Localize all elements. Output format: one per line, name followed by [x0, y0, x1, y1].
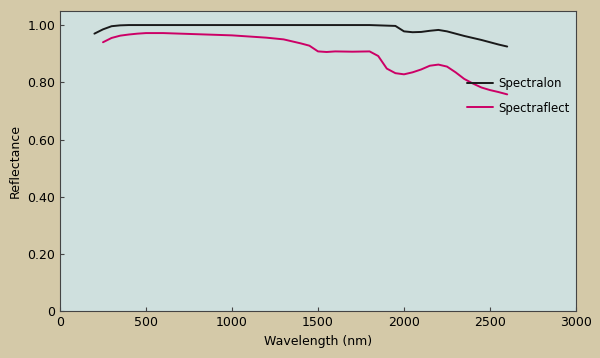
Spectraflect	[116, 34, 124, 38]
Line: Spectraflect: Spectraflect	[103, 33, 507, 95]
Spectraflect	[503, 92, 511, 97]
Spectraflect	[108, 36, 115, 40]
Spectralon	[134, 23, 141, 27]
Spectraflect	[160, 31, 167, 35]
Spectraflect	[314, 49, 322, 54]
Spectralon	[503, 44, 511, 49]
Spectralon	[409, 30, 416, 34]
Spectralon	[443, 29, 451, 34]
Spectralon	[349, 23, 356, 27]
Spectraflect	[435, 62, 442, 67]
Spectraflect	[177, 32, 184, 36]
Spectralon	[177, 23, 184, 27]
Spectraflect	[100, 40, 107, 44]
Spectralon	[495, 42, 502, 47]
Spectralon	[392, 24, 399, 28]
Spectralon	[229, 23, 236, 27]
Spectraflect	[306, 44, 313, 48]
Spectralon	[263, 23, 270, 27]
Spectraflect	[374, 54, 382, 58]
Spectraflect	[478, 85, 485, 90]
Spectraflect	[332, 49, 339, 54]
X-axis label: Wavelength (nm): Wavelength (nm)	[264, 335, 372, 348]
Spectralon	[383, 24, 391, 28]
Spectraflect	[495, 90, 502, 94]
Line: Spectralon: Spectralon	[94, 25, 507, 47]
Spectraflect	[280, 37, 287, 42]
Spectralon	[297, 23, 304, 27]
Spectralon	[280, 23, 287, 27]
Spectralon	[469, 36, 476, 40]
Spectralon	[487, 40, 494, 44]
Spectraflect	[194, 32, 201, 37]
Spectraflect	[452, 70, 459, 74]
Spectralon	[461, 34, 468, 38]
Spectralon	[142, 23, 149, 27]
Spectraflect	[323, 50, 330, 54]
Spectraflect	[229, 33, 236, 38]
Y-axis label: Reflectance: Reflectance	[8, 124, 22, 198]
Spectralon	[116, 23, 124, 28]
Spectralon	[100, 27, 107, 32]
Spectralon	[426, 29, 433, 33]
Spectraflect	[418, 67, 425, 72]
Spectraflect	[142, 31, 149, 35]
Legend: Spectralon, Spectraflect: Spectralon, Spectraflect	[467, 77, 570, 115]
Spectraflect	[469, 81, 476, 86]
Spectraflect	[461, 77, 468, 81]
Spectralon	[125, 23, 133, 27]
Spectralon	[418, 30, 425, 34]
Spectralon	[211, 23, 218, 27]
Spectralon	[108, 24, 115, 28]
Spectraflect	[245, 34, 253, 39]
Spectralon	[478, 38, 485, 42]
Spectralon	[245, 23, 253, 27]
Spectraflect	[349, 49, 356, 54]
Spectraflect	[211, 33, 218, 37]
Spectraflect	[426, 64, 433, 68]
Spectralon	[91, 32, 98, 36]
Spectraflect	[443, 64, 451, 69]
Spectraflect	[125, 32, 133, 37]
Spectralon	[400, 29, 407, 34]
Spectraflect	[263, 35, 270, 40]
Spectraflect	[297, 41, 304, 45]
Spectralon	[435, 28, 442, 32]
Spectralon	[194, 23, 201, 27]
Spectraflect	[400, 72, 407, 77]
Spectraflect	[409, 70, 416, 74]
Spectraflect	[134, 32, 141, 36]
Spectralon	[366, 23, 373, 27]
Spectralon	[160, 23, 167, 27]
Spectraflect	[383, 67, 391, 71]
Spectralon	[314, 23, 322, 27]
Spectraflect	[366, 49, 373, 54]
Spectralon	[332, 23, 339, 27]
Spectraflect	[487, 88, 494, 92]
Spectraflect	[392, 71, 399, 75]
Spectralon	[452, 32, 459, 36]
